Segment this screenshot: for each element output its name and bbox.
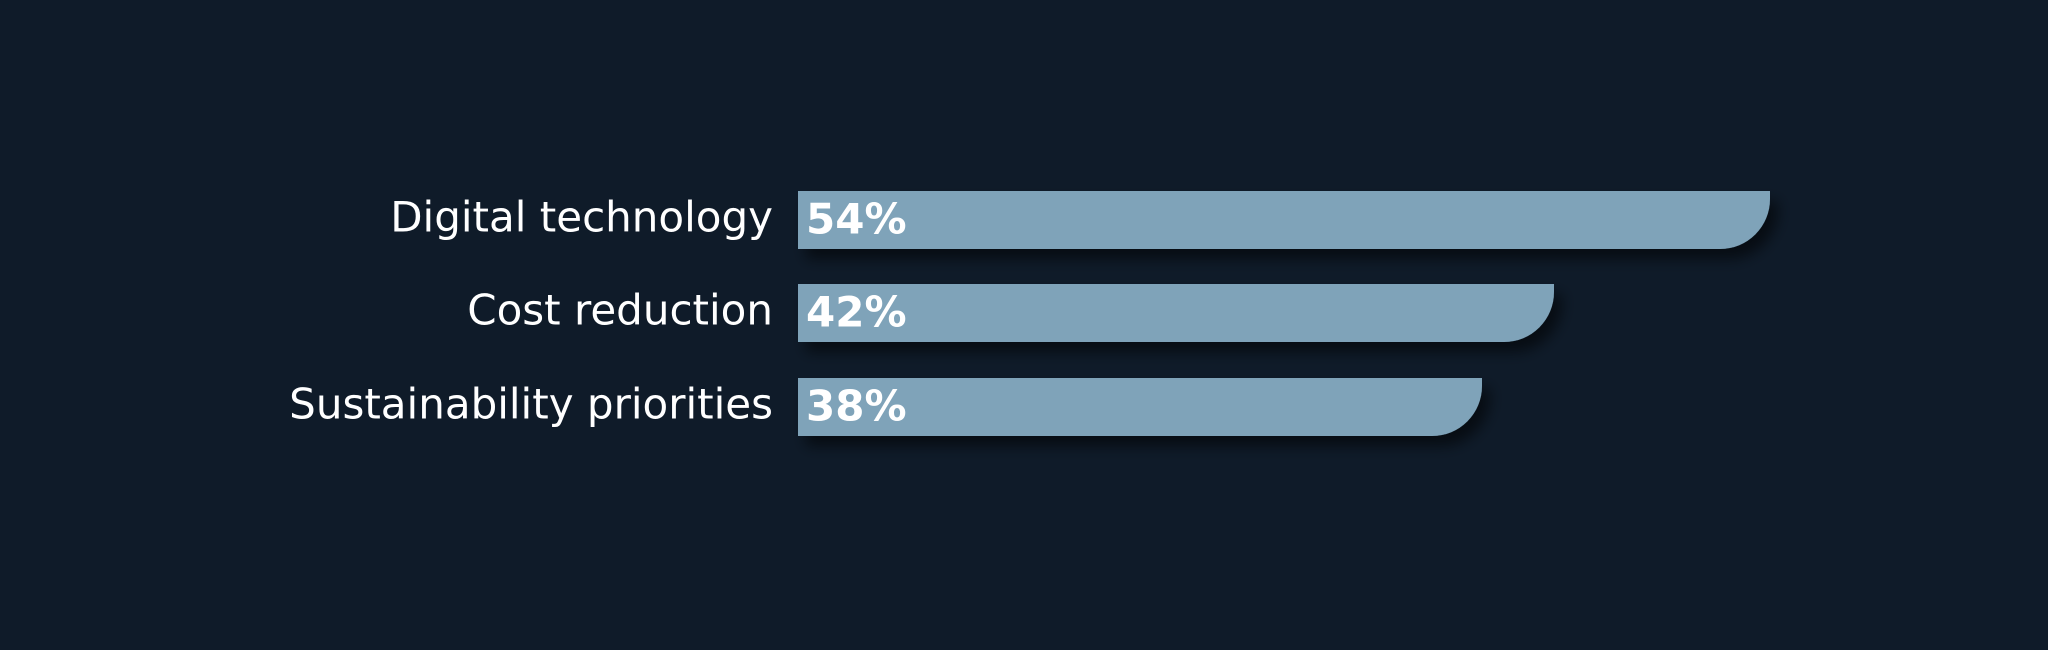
value-label: 54% <box>806 195 907 244</box>
bar <box>798 378 1482 436</box>
bar <box>798 191 1770 249</box>
bar <box>798 284 1554 342</box>
category-label: Digital technology <box>390 193 773 242</box>
value-label: 38% <box>806 382 907 431</box>
category-label: Sustainability priorities <box>289 380 773 429</box>
category-label: Cost reduction <box>467 286 773 335</box>
value-label: 42% <box>806 288 907 337</box>
